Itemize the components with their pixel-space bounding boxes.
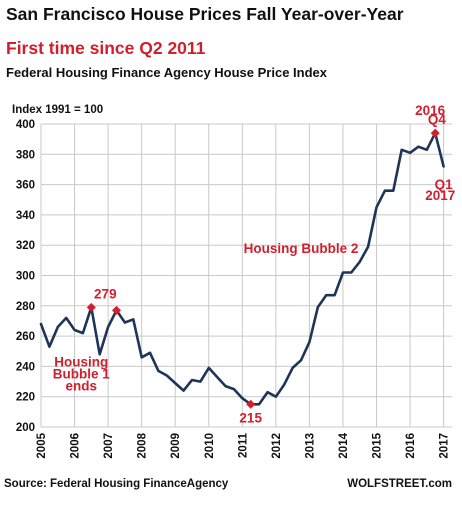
point-marker bbox=[111, 305, 121, 315]
annotation-label: Housing Bubble 2 bbox=[244, 241, 359, 256]
point-marker bbox=[86, 302, 96, 312]
annotation-label: 279 bbox=[94, 286, 117, 301]
x-tick-label: 2015 bbox=[372, 432, 384, 458]
y-tick-label: 380 bbox=[16, 149, 35, 161]
brand-label: WOLFSTREET.com bbox=[347, 478, 452, 490]
y-tick-label: 280 bbox=[16, 301, 35, 313]
annotation-label: 2016 bbox=[415, 103, 446, 118]
x-tick-label: 2017 bbox=[439, 433, 451, 459]
x-tick-label: 2014 bbox=[338, 432, 350, 458]
x-tick-label: 2008 bbox=[137, 432, 149, 458]
y-axis-label: Index 1991 = 100 bbox=[12, 104, 103, 116]
x-tick-label: 2005 bbox=[36, 432, 48, 458]
y-tick-label: 240 bbox=[16, 361, 35, 373]
x-tick-label: 2016 bbox=[405, 433, 417, 459]
y-tick-label: 300 bbox=[16, 271, 35, 283]
y-tick-label: 220 bbox=[16, 392, 35, 404]
annotation-label: ends bbox=[66, 379, 98, 394]
y-tick-label: 400 bbox=[16, 119, 35, 131]
x-tick-label: 2010 bbox=[204, 433, 216, 459]
x-tick-label: 2009 bbox=[170, 433, 182, 459]
point-marker bbox=[430, 128, 440, 138]
source-note: Source: Federal Housing FinanceAgency bbox=[4, 478, 229, 490]
annotation-label: Q4 bbox=[428, 112, 447, 127]
chart-title: San Francisco House Prices Fall Year-ove… bbox=[6, 4, 404, 24]
y-tick-label: 340 bbox=[16, 210, 35, 222]
annotation-label: 215 bbox=[239, 410, 262, 425]
annotation-label: 2017 bbox=[425, 188, 455, 203]
x-tick-label: 2011 bbox=[237, 432, 249, 458]
x-tick-label: 2007 bbox=[103, 433, 115, 459]
x-tick-label: 2013 bbox=[304, 433, 316, 459]
y-tick-label: 320 bbox=[16, 240, 35, 252]
y-tick-label: 360 bbox=[16, 180, 35, 192]
point-marker bbox=[246, 399, 256, 409]
x-tick-label: 2012 bbox=[271, 433, 283, 459]
annotation-label: Housing bbox=[54, 354, 108, 369]
chart-description: Federal Housing Finance Agency House Pri… bbox=[6, 65, 327, 80]
y-tick-label: 200 bbox=[16, 422, 35, 434]
y-tick-label: 260 bbox=[16, 331, 35, 343]
annotation-label: Bubble 1 bbox=[53, 367, 110, 382]
annotation-label: Q1 bbox=[435, 177, 454, 192]
x-tick-label: 2006 bbox=[70, 433, 82, 459]
chart-subtitle: First time since Q2 2011 bbox=[6, 38, 206, 58]
series-line bbox=[39, 131, 445, 406]
